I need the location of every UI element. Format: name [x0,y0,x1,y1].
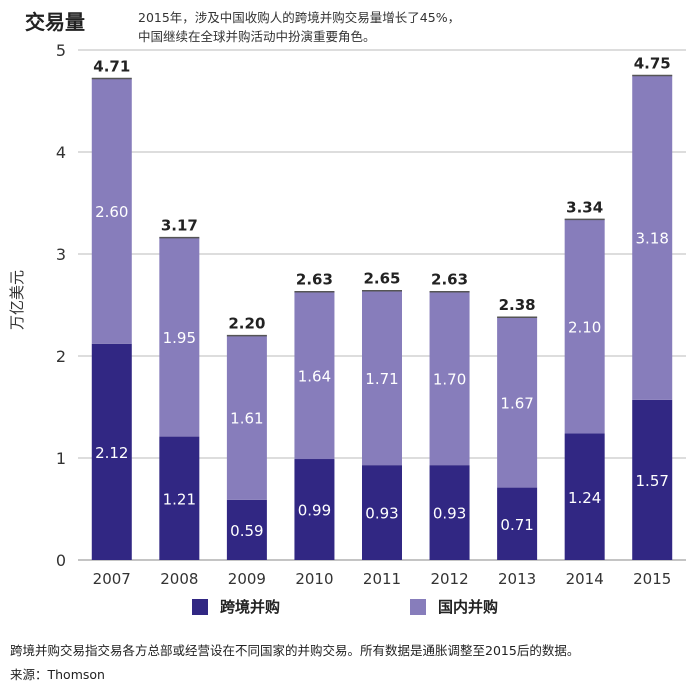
chart-subtitle: 2015年，涉及中国收购人的跨境并购交易量增长了45%， 中国继续在全球并购活动… [138,8,658,46]
bar-domestic [226,335,267,500]
legend-label-crossborder: 跨境并购 [220,598,281,616]
legend-label-domestic: 国内并购 [438,598,499,616]
data-label-crossborder: 1.21 [163,490,196,508]
footnote: 跨境并购交易指交易各方总部或经营设在不同国家的并购交易。所有数据是通胀调整至20… [10,643,580,658]
data-label-crossborder: 0.59 [230,522,263,540]
data-label-crossborder: 1.57 [636,472,669,490]
bar-crossborder [429,465,470,560]
legend-item-domestic: 国内并购 [410,596,498,617]
total-label: 3.34 [566,198,603,216]
data-label-domestic: 1.71 [365,370,398,388]
y-tick-label: 2 [56,347,66,366]
x-tick-label: 2010 [295,570,333,588]
legend-swatch-crossborder [192,598,208,615]
bar-crossborder [564,433,605,560]
x-tick-label: 2007 [93,570,131,588]
x-tick-label: 2014 [566,570,604,588]
bar-domestic [632,75,673,400]
data-label-domestic: 1.70 [433,370,466,388]
data-label-crossborder: 0.99 [298,502,331,520]
data-label-crossborder: 1.24 [568,489,601,507]
data-label-domestic: 1.61 [230,410,263,428]
bar-crossborder [497,487,538,560]
subtitle-line-2: 中国继续在全球并购活动中扮演重要角色。 [138,29,376,44]
bar-crossborder [226,499,267,560]
data-label-crossborder: 0.71 [500,516,533,534]
legend-item-crossborder: 跨境并购 [192,596,280,617]
x-tick-label: 2008 [160,570,198,588]
x-tick-label: 2015 [633,570,671,588]
bar-domestic [294,291,335,460]
total-label: 2.20 [228,315,265,333]
data-label-crossborder: 2.12 [95,444,128,462]
data-label-crossborder: 0.93 [433,505,466,523]
total-label: 2.38 [499,296,536,314]
total-label: 4.75 [634,55,671,73]
x-tick-label: 2013 [498,570,536,588]
x-tick-label: 2009 [228,570,266,588]
total-label: 2.63 [431,271,468,289]
source-note: 来源：Thomson [10,667,105,682]
total-label: 3.17 [161,217,198,235]
subtitle-line-1: 2015年，涉及中国收购人的跨境并购交易量增长了45%， [138,10,461,25]
bar-domestic [362,290,402,466]
data-label-crossborder: 0.93 [365,505,398,523]
total-label: 2.63 [296,271,333,289]
data-label-domestic: 1.67 [500,394,533,412]
legend-swatch-domestic [410,598,426,615]
y-tick-label: 4 [56,143,66,162]
bar-domestic [429,291,470,466]
bar-crossborder [362,465,402,560]
total-label: 2.65 [363,270,400,288]
data-label-domestic: 3.18 [636,230,669,248]
y-tick-label: 0 [56,551,66,570]
total-label: 4.71 [93,58,130,76]
bar-crossborder [632,399,673,560]
stacked-bar-chart: 0 1 2 3 4 5 2.12 2.60 4.71 2007 1.21 1.95 3.17 2008 0.… [56,41,686,588]
bar-crossborder [159,436,200,560]
x-tick-label: 2012 [430,570,468,588]
bar-crossborder [91,343,132,560]
y-tick-label: 5 [56,41,66,60]
data-label-domestic: 1.64 [298,367,331,385]
chart-title: 交易量 [25,10,85,34]
x-tick-label: 2011 [363,570,401,588]
y-tick-label: 3 [56,245,66,264]
data-label-domestic: 1.95 [163,329,196,347]
data-label-domestic: 2.10 [568,318,601,336]
bar-domestic [564,219,605,434]
bar-domestic [497,317,538,488]
bar-domestic [91,78,132,344]
bar-crossborder [294,459,335,560]
data-label-domestic: 2.60 [95,203,128,221]
bar-domestic [159,237,200,437]
y-tick-label: 1 [56,449,66,468]
